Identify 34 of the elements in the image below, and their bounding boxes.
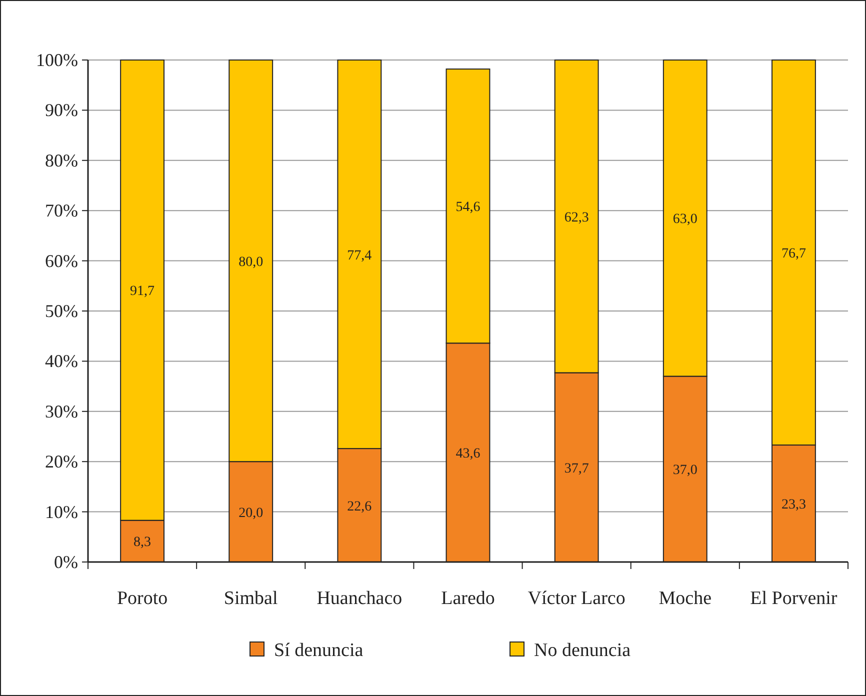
data-label: 77,4: [347, 248, 372, 264]
data-label: 20,0: [238, 506, 264, 521]
legend-label: Sí denuncia: [274, 640, 364, 661]
data-label: 76,7: [781, 246, 806, 262]
y-tick-label: 90%: [45, 100, 78, 120]
data-label: 22,6: [347, 499, 372, 514]
data-label: 54,6: [456, 200, 480, 216]
data-label: 62,3: [564, 210, 589, 226]
data-label: 43,6: [456, 446, 480, 462]
y-tick-label: 10%: [45, 502, 78, 522]
data-label: 63,0: [672, 212, 698, 228]
y-tick-label: 60%: [45, 250, 78, 271]
y-tick-label: 80%: [45, 150, 78, 170]
y-tick-label: 50%: [45, 301, 78, 321]
x-tick-label: Simbal: [224, 588, 278, 609]
y-tick-label: 40%: [45, 351, 78, 372]
x-tick-label: Poroto: [116, 588, 168, 609]
y-tick-label: 70%: [45, 200, 78, 221]
data-label: 37,0: [672, 463, 698, 478]
data-label: 37,7: [564, 461, 589, 476]
y-tick-label: 100%: [36, 50, 78, 70]
y-tick-label: 0%: [54, 552, 78, 572]
legend-label: No denuncia: [534, 640, 632, 661]
y-tick-label: 30%: [45, 401, 78, 422]
x-tick-label: Huanchaco: [316, 588, 402, 609]
data-label: 91,7: [130, 284, 155, 300]
y-tick-label: 20%: [45, 452, 78, 472]
x-tick-label: El Porvenir: [750, 588, 838, 609]
data-label: 23,3: [781, 498, 806, 513]
data-label: 8,3: [134, 535, 152, 550]
x-tick-label: Moche: [658, 588, 712, 609]
x-tick-label: Víctor Larco: [528, 588, 626, 609]
data-label: 80,0: [238, 254, 264, 270]
x-tick-label: Laredo: [441, 588, 495, 609]
